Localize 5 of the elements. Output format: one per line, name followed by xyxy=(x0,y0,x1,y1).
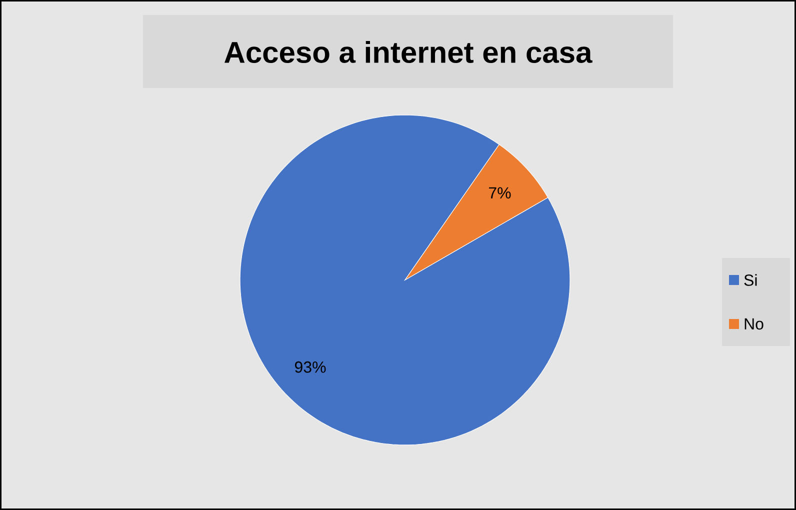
data-label: 7% xyxy=(488,187,511,198)
legend-label: Si xyxy=(744,274,757,286)
chart-title: Acceso a internet en casa xyxy=(224,40,592,64)
legend-label: No xyxy=(744,318,764,330)
data-label: 93% xyxy=(295,361,326,373)
